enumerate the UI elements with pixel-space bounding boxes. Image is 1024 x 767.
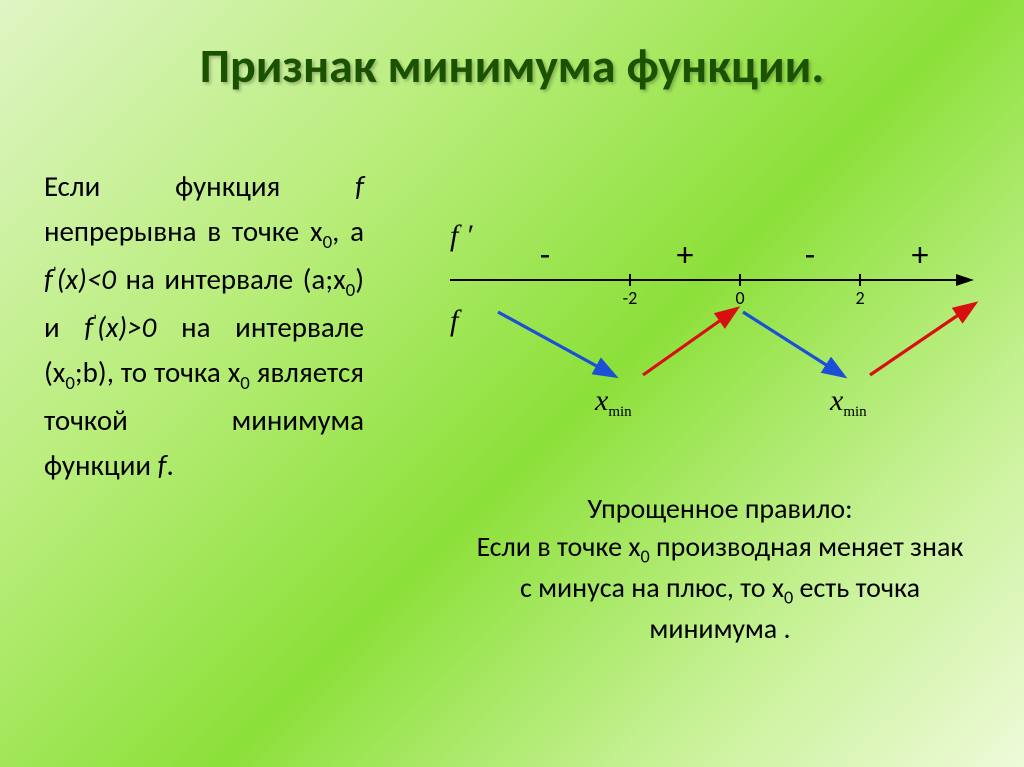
t: 0 [323, 231, 333, 254]
r: Упрощенное правило: [587, 491, 852, 526]
svg-text:-2: -2 [623, 287, 638, 309]
svg-text:+: + [912, 235, 929, 276]
t: f [44, 261, 53, 297]
t: Если функция [44, 168, 355, 204]
svg-text:0: 0 [735, 287, 744, 309]
r: 0 [640, 545, 649, 567]
rule-text: Упрощенное правило: Если в точке х0 прои… [470, 490, 970, 648]
t: (x)>0 [97, 309, 156, 345]
svg-text:2: 2 [855, 287, 864, 309]
t: 0 [346, 279, 356, 302]
svg-text:-: - [540, 235, 550, 276]
t: ;b), то точка х [75, 354, 240, 390]
svg-text:f: f [450, 304, 462, 337]
t: f [355, 168, 364, 204]
svg-text:+: + [677, 235, 694, 276]
t: на интервале (а;х [116, 261, 346, 297]
r: Если в точке х [477, 529, 641, 564]
t: f [84, 309, 93, 345]
t: 0 [65, 372, 75, 395]
t: . [166, 447, 173, 483]
theorem-text: Если функция f непрерывна в точке х0, а … [44, 164, 364, 488]
sign-diagram: -2 0 2 - + - + f ′ f xmin xmin [430, 200, 990, 430]
t: (x)<0 [57, 261, 116, 297]
t: 0 [240, 372, 250, 395]
r: 0 [784, 587, 793, 609]
svg-text:-: - [805, 235, 815, 276]
t: непрерывна в точке х [44, 213, 323, 249]
svg-text:f ′: f ′ [450, 219, 473, 252]
t: , а [332, 213, 364, 249]
svg-text:xmin: xmin [594, 384, 632, 420]
svg-text:xmin: xmin [829, 384, 867, 420]
page-title: Признак минимума функции. [0, 0, 1024, 95]
